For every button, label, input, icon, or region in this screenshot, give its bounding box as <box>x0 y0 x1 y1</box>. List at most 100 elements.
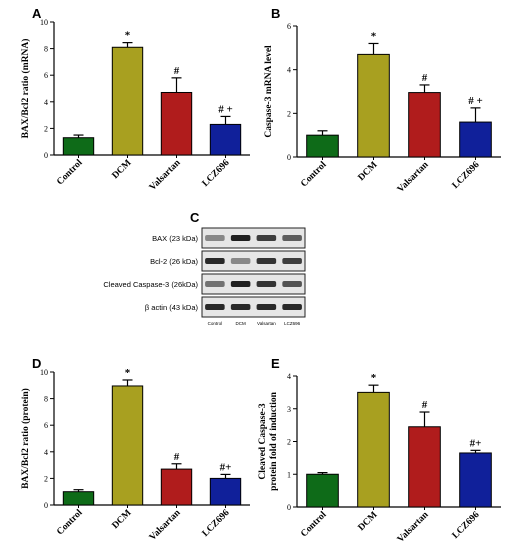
blot-row-label: BAX (23 kDa) <box>152 234 198 243</box>
y-tick-label: 6 <box>44 71 48 80</box>
y-tick-label: 0 <box>287 153 291 162</box>
bar-dcm <box>111 385 144 506</box>
blot-band <box>230 281 251 287</box>
significance-mark: # <box>174 65 180 77</box>
y-tick-label: 10 <box>40 368 48 377</box>
blot-row-label: Cleaved Caspase-3 (26kDa) <box>103 280 198 289</box>
blot-membrane <box>201 296 306 318</box>
blot-membrane <box>201 250 306 272</box>
y-tick-label: 8 <box>44 395 48 404</box>
y-axis-label: BAX/Bcl2 ratio (mRNA) <box>20 39 31 139</box>
category-label: Valsartan <box>396 510 431 545</box>
blot-band <box>256 281 277 287</box>
y-tick-label: 8 <box>44 45 48 54</box>
y-tick-label: 6 <box>287 22 291 31</box>
category-label: Valsartan <box>148 158 183 193</box>
y-tick-label: 10 <box>40 18 48 27</box>
category-label: LCZ696 <box>201 508 232 539</box>
chart-panel-a: A 0 2 4 6 8 10 BAX/Bcl2 ratio (mRNA) Control * DCM… <box>20 6 250 193</box>
category-label: LCZ696 <box>201 158 232 189</box>
blot-band <box>256 258 277 264</box>
chart-panel-b: B 0 2 4 6 Caspase-3 mRNA level Control * DCM # Val… <box>264 6 501 195</box>
y-axis-label-line: protein fold of induction <box>269 391 279 491</box>
y-tick-label: 2 <box>287 109 291 118</box>
y-tick-label: 2 <box>44 474 48 483</box>
y-tick-label: 2 <box>44 124 48 133</box>
y-axis-label: Cleaved Caspase-3protein fold of inducti… <box>258 391 279 491</box>
blot-band <box>230 235 251 241</box>
blot-lane-label: Control <box>208 321 223 326</box>
panel-label: A <box>32 6 42 21</box>
blot-band <box>282 304 302 310</box>
significance-mark: # <box>422 72 428 84</box>
bar-dcm <box>357 53 390 158</box>
bar-dcm <box>111 46 144 156</box>
category-label: Control <box>299 160 329 190</box>
blot-membrane <box>201 227 306 249</box>
category-label: Control <box>55 508 85 538</box>
blot-lane-label: Valsartan <box>257 321 276 326</box>
category-label: DCM <box>356 160 379 183</box>
blot-lane-label: DCM <box>236 321 246 326</box>
bar-control <box>306 473 339 508</box>
significance-mark: # <box>174 451 180 463</box>
panel-label: B <box>271 6 280 21</box>
panel-label: E <box>271 356 280 371</box>
y-axis-label: Caspase-3 mRNA level <box>264 45 274 138</box>
y-tick-label: 0 <box>44 151 48 160</box>
bar-lcz696 <box>209 477 242 506</box>
blot-band <box>230 258 251 264</box>
y-tick-label: 2 <box>287 438 291 447</box>
blot-band <box>205 235 225 241</box>
significance-mark: * <box>125 367 131 379</box>
bar-valsartan <box>160 468 193 506</box>
y-axis-label-line: Cleaved Caspase-3 <box>258 403 268 480</box>
y-axis-label: BAX/Bcl2 ratio (protein) <box>20 388 31 489</box>
blot-band <box>282 281 302 287</box>
bar-valsartan <box>160 91 193 156</box>
significance-mark: # <box>422 399 428 411</box>
blot-row-label: β actin (43 kDa) <box>145 303 199 312</box>
blot-band <box>230 304 251 310</box>
y-tick-label: 4 <box>287 66 291 75</box>
y-tick-label: 4 <box>44 98 48 107</box>
y-tick-label: 0 <box>287 503 291 512</box>
blot-row-label: Bcl-2 (26 kDa) <box>150 257 198 266</box>
category-label: LCZ696 <box>451 510 482 541</box>
blot-band <box>282 235 302 241</box>
chart-panel-d: D 0 2 4 6 8 10 BAX/Bcl2 ratio (protein) Control *… <box>20 356 250 543</box>
significance-mark: * <box>371 30 377 42</box>
bar-dcm <box>357 391 390 508</box>
blot-band <box>256 235 277 241</box>
y-tick-label: 6 <box>44 421 48 430</box>
bar-lcz696 <box>459 452 492 508</box>
category-label: Valsartan <box>148 508 183 543</box>
blot-band <box>256 304 277 310</box>
blot-band <box>282 258 302 264</box>
bar-control <box>62 491 95 506</box>
category-label: DCM <box>110 158 133 181</box>
blot-band <box>205 304 225 310</box>
category-label: DCM <box>110 508 133 531</box>
y-tick-label: 0 <box>44 501 48 510</box>
category-label: LCZ696 <box>451 160 482 191</box>
y-tick-label: 1 <box>287 470 291 479</box>
significance-mark: * <box>125 30 131 42</box>
y-tick-label: 3 <box>287 405 291 414</box>
blot-band <box>205 281 225 287</box>
significance-mark: * <box>371 372 377 384</box>
bar-lcz696 <box>459 121 492 158</box>
chart-panel-e: E 0 1 2 3 4 Cleaved Caspase-3protein fold of i… <box>258 356 501 545</box>
y-tick-label: 4 <box>44 448 48 457</box>
y-tick-label: 4 <box>287 372 291 381</box>
blot-membrane <box>201 273 306 295</box>
category-label: Control <box>299 510 329 540</box>
bar-valsartan <box>408 92 441 158</box>
bar-lcz696 <box>209 123 242 156</box>
panel-label: D <box>32 356 41 371</box>
category-label: Valsartan <box>396 160 431 195</box>
blot-band <box>205 258 225 264</box>
blot-lane-label: LCZ696 <box>284 321 301 326</box>
bar-valsartan <box>408 426 441 508</box>
western-blot-panel-c: C BAX (23 kDa) Bcl-2 (26 kDa) Cleaved Caspa… <box>103 210 306 326</box>
